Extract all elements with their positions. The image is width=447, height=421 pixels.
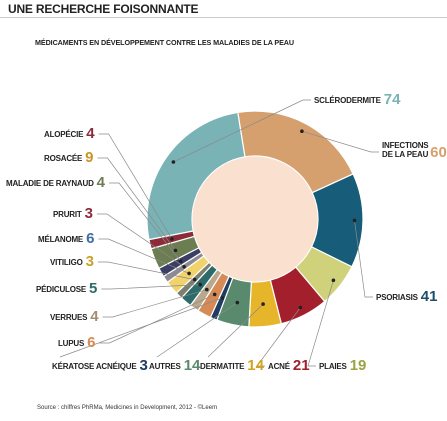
value-prurit: 3 [85,205,93,222]
label-text-verrues: VERRUES [50,313,88,322]
value-dermatite: 14 [247,357,264,374]
label-text-keratose-acneique: KÉRATOSE ACNÉIQUE [52,362,137,371]
label-text-melanome: MÉLANOME [38,235,84,244]
value-sclerodermite: 74 [384,91,401,108]
leader-keratose-acneique [59,297,223,358]
label-text-alopecie: ALOPÉCIE [44,130,84,139]
value-plaies: 19 [350,357,367,374]
label-melanome: MÉLANOME 6 [38,230,94,247]
leader-vitiligo [97,261,195,280]
label-sclerodermite: SCLÉRODERMITE 74 [314,91,401,108]
label-text-plaies: PLAIES [319,362,348,371]
leader-dot-dermatite [261,302,265,306]
label-psoriasis: PSORIASIS 41 [376,288,437,305]
leader-acne [256,307,301,367]
leader-psoriasis [354,220,373,298]
leader-dot-infections-de-la-peau [300,129,304,133]
value-lupus: 6 [87,334,95,351]
leader-dot-verrues [205,287,209,292]
leader-dot-melanome [187,271,191,276]
leader-dot-psoriasis [352,218,357,223]
value-keratose-acneique: 3 [139,357,147,374]
label-maladie-de-raynaud: MALADIE DE RAYNAUD 4 [6,174,106,191]
label-prurit: PRURIT 3 [53,205,93,222]
donut-center [192,156,318,282]
leader-melanome [98,238,190,274]
label-keratose-acneique: KÉRATOSE ACNÉIQUE 3 [52,357,148,374]
value-infections-de-la-peau: 60 [430,144,447,161]
leader-lupus [99,294,215,344]
label-text-maladie-de-raynaud: MALADIE DE RAYNAUD [6,179,94,188]
leader-dot-vitiligo [192,277,197,282]
label-dermatite: DERMATITE 14 [200,357,265,374]
label-pediculose: PÉDICULOSE 5 [36,280,97,297]
leader-dot-alopecie [170,237,174,241]
source-note: Source : chiffres PhRMa, Medicines in De… [37,405,218,411]
label-autres: AUTRES 14 [149,357,201,374]
label-plaies: PLAIES 19 [319,357,366,374]
label-text-rosacee: ROSACÉE [44,154,83,163]
leader-pediculose [101,284,201,290]
value-vitiligo: 3 [86,253,94,270]
leader-dot-acne [298,305,303,310]
value-pediculose: 5 [89,280,97,297]
leader-alopecie [98,133,173,240]
label-text-dermatite: DERMATITE [200,362,245,371]
value-autres: 14 [184,357,201,374]
label-text-prurit: PRURIT [53,210,82,219]
chart-subtitle: MÉDICAMENTS EN DÉVELOPPEMENT CONTRE LES … [35,38,294,47]
leader-dot-sclerodermite [171,160,176,164]
label-text-infections-de-la-peau-1: DE LA PEAU [382,150,429,159]
label-text-infections-de-la-peau-0: INFECTIONS [382,141,429,150]
label-text-autres: AUTRES [149,362,182,371]
label-text-psoriasis: PSORIASIS [376,293,419,302]
label-alopecie: ALOPÉCIE 4 [44,125,95,142]
leader-dot-rosacee [173,248,178,253]
label-text-pediculose: PÉDICULOSE [36,285,87,294]
value-alopecie: 4 [86,125,95,142]
label-text-lupus: LUPUS [58,339,85,348]
leader-dot-lupus [212,292,217,297]
value-melanome: 6 [86,230,94,247]
value-verrues: 4 [90,308,99,325]
value-maladie-de-raynaud: 4 [97,174,106,191]
label-text-sclerodermite: SCLÉRODERMITE [314,96,382,105]
leader-dot-autres [235,300,240,305]
value-rosacee: 9 [85,149,93,166]
leader-verrues [102,289,207,318]
leader-dot-pediculose [198,282,202,287]
leader-prurit [96,213,185,268]
leader-infections-de-la-peau [301,130,379,153]
title-divider [0,17,447,18]
leader-dot-maladie-de-raynaud [178,259,183,264]
leader-dermatite [207,303,264,358]
leader-plaies [307,280,334,367]
leader-sclerodermite [173,99,311,163]
label-vitiligo: VITILIGO 3 [50,253,94,270]
label-text-acne: ACNÉ [268,362,291,371]
leader-autres [156,302,238,358]
label-verrues: VERRUES 4 [50,308,99,325]
leader-rosacee [97,157,176,251]
label-lupus: LUPUS 6 [58,334,95,351]
value-acne: 21 [293,357,310,374]
label-acne: ACNÉ 21 [268,357,310,374]
leader-dot-prurit [182,265,186,269]
leader-maladie-de-raynaud [109,182,181,262]
label-text-vitiligo: VITILIGO [50,258,83,267]
value-psoriasis: 41 [421,288,438,305]
leader-dot-keratose-acneique [220,296,225,300]
label-rosacee: ROSACÉE 9 [44,149,94,166]
page-title: UNE RECHERCHE FOISONNANTE [8,2,199,16]
leader-dot-plaies [331,278,336,283]
